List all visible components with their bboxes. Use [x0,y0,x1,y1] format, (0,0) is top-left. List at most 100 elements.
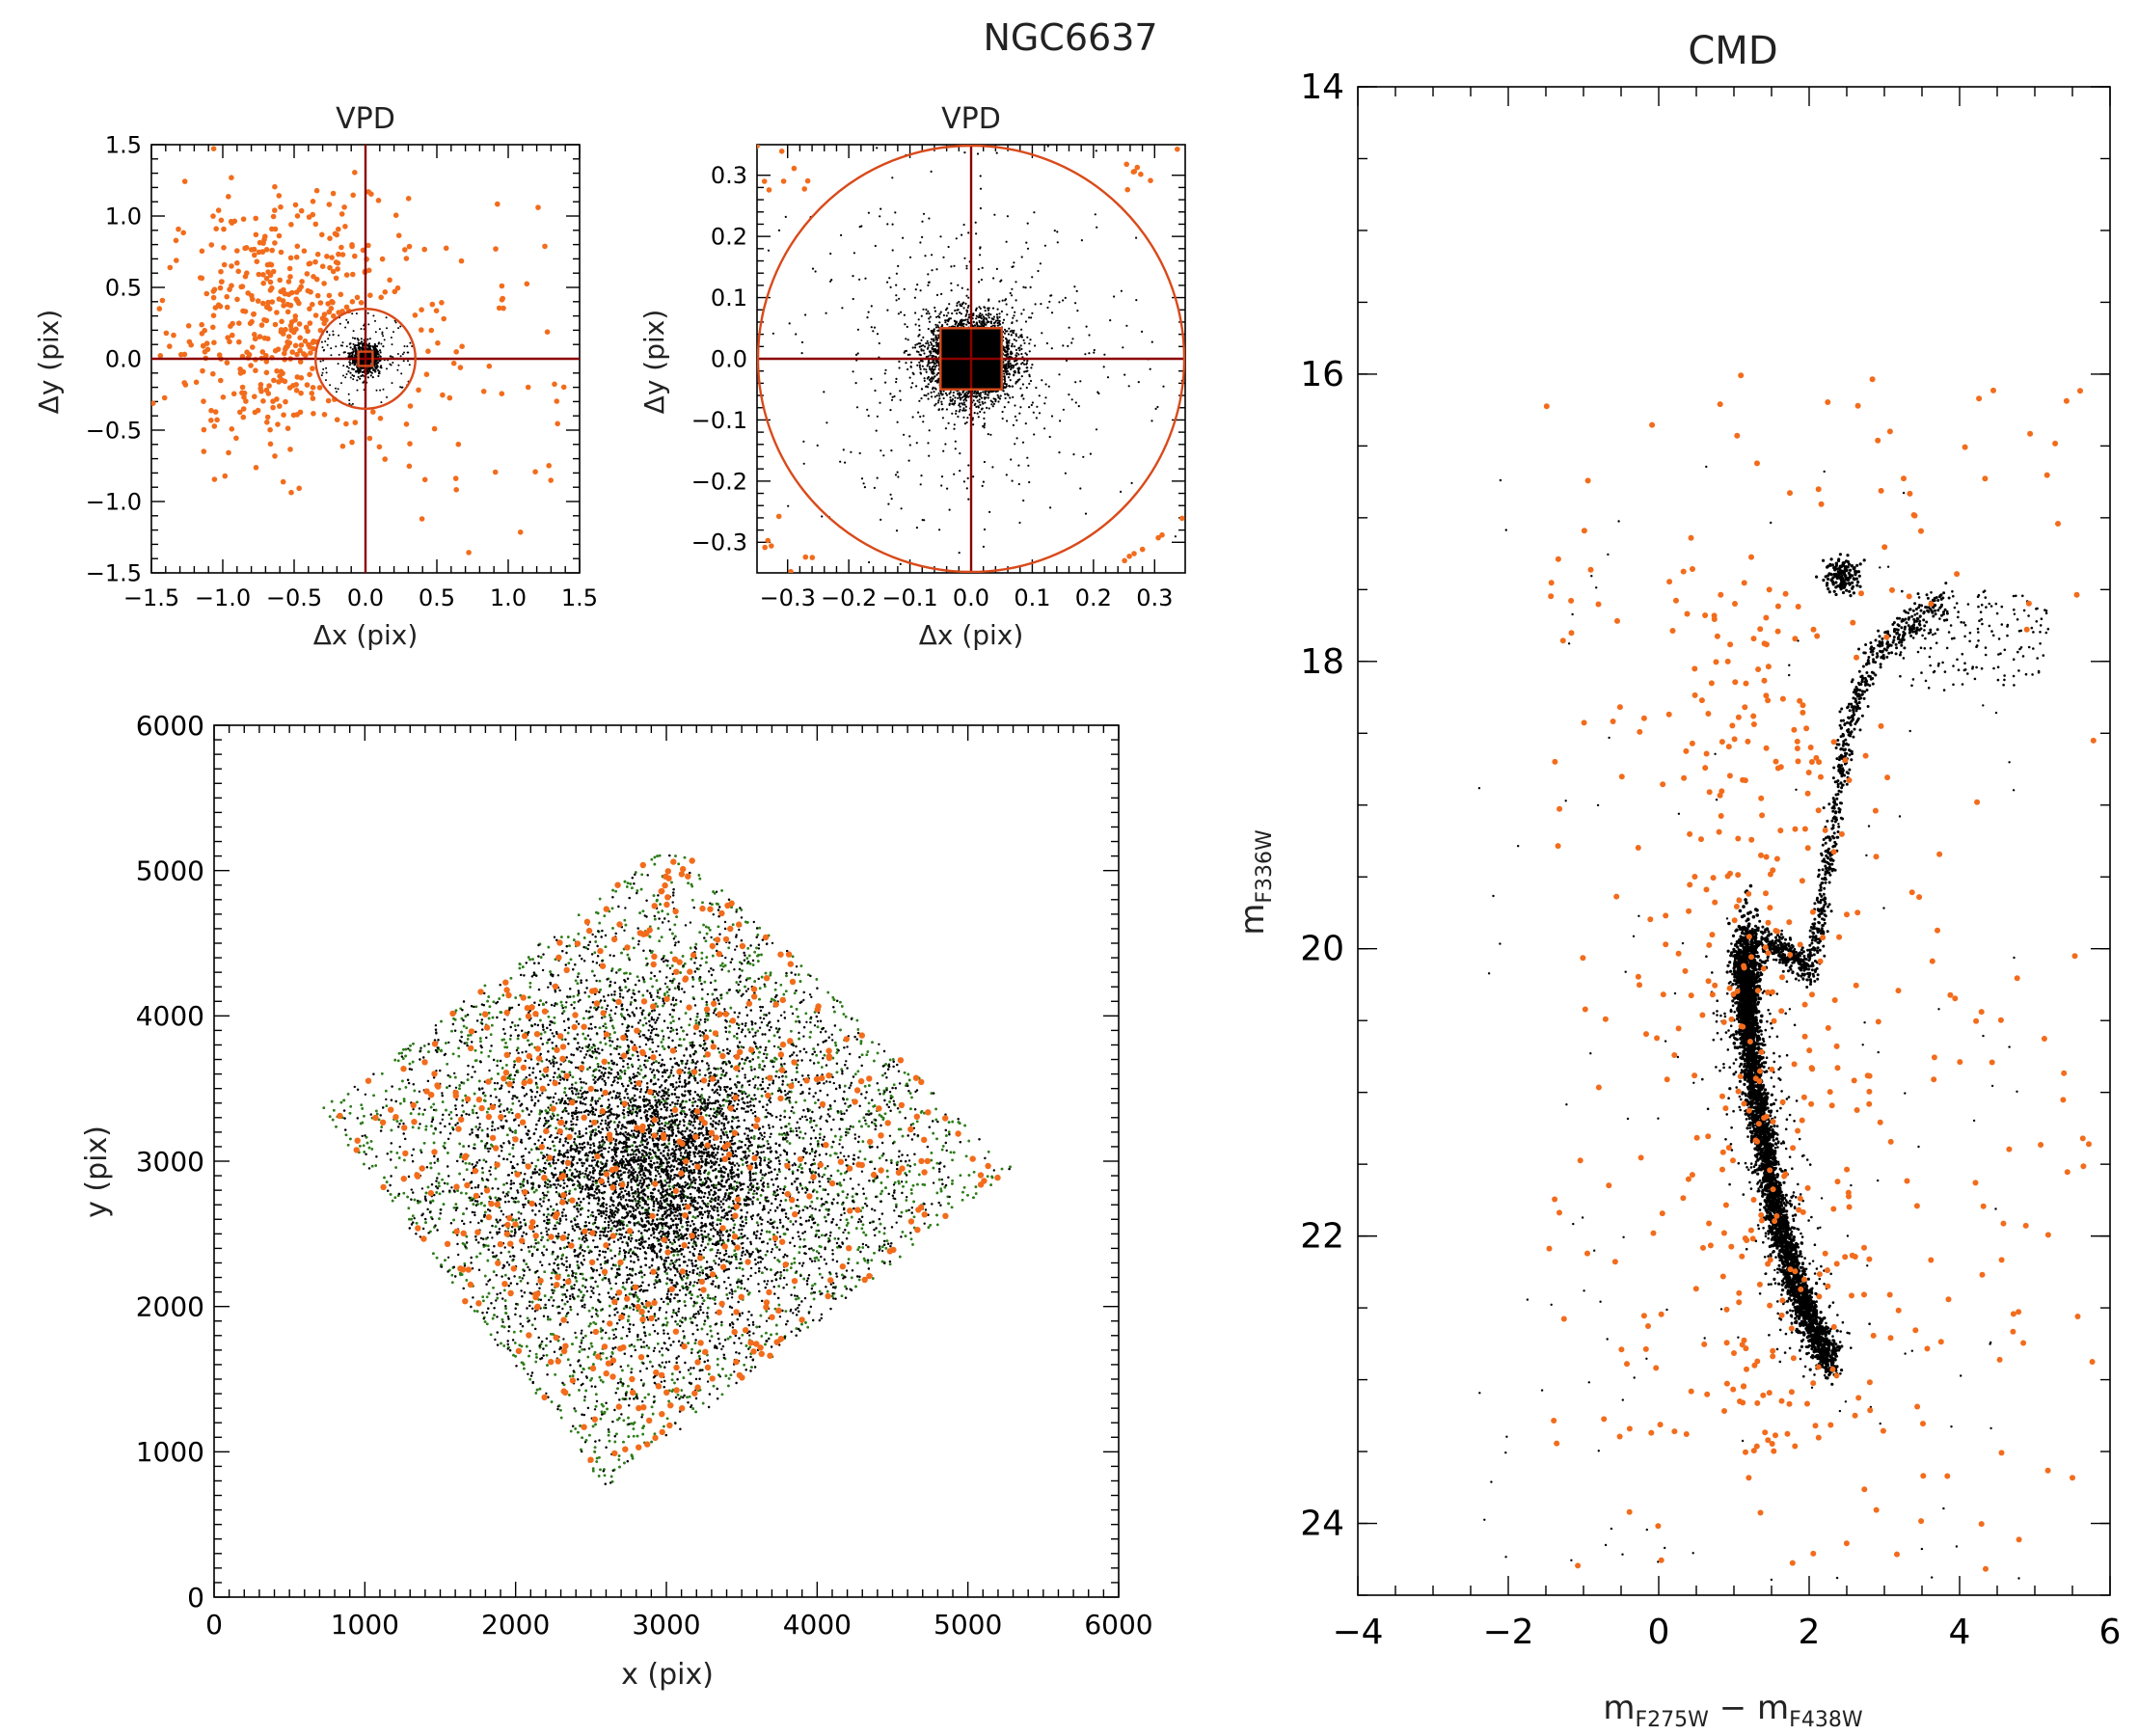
vpd2-member-point [1015,364,1017,366]
vpd1-field-point [452,475,459,481]
vpd2-halo-point [1011,287,1014,290]
vpd2-halo-point [1045,341,1048,345]
vpd1-member-point [356,389,359,392]
vpd2-halo-point [904,323,907,326]
vpd2-halo-point [1072,453,1075,456]
vpd2-halo-point [989,433,992,436]
vpd2-member-point [1010,344,1014,348]
vpd2-halo-point [1024,320,1028,323]
vpd2-member-point [921,360,924,363]
vpd2-ytick-label: −0.2 [691,468,747,495]
vpd2-member-point [927,386,930,389]
vpd2-halo-point [1085,325,1088,328]
vpd2-halo-point [897,264,900,267]
vpd2-halo-point [890,449,893,452]
vpd2-member-point [941,417,945,420]
vpd2-member-point [965,399,968,402]
vpd2-halo-point [930,170,933,173]
vpd1-field-point [311,411,316,417]
vpd2-member-point [899,390,902,393]
vpd2-halo-point [1026,247,1030,250]
vpd1-field-point [368,191,374,197]
vpd1-field-point [499,391,505,397]
vpd1-xlabel: Δx (pix) [313,619,419,651]
vpd1-member-point [380,365,383,367]
vpd2-halo-point [829,280,832,283]
vpd1-member-point [337,388,339,391]
vpd2-member-point [1017,353,1020,356]
vpd1-field-point [240,406,247,412]
vpd2-halo-point [854,353,858,356]
vpd1-field-point [241,394,247,400]
vpd1-member-point [352,350,355,353]
vpd2-member-point [932,347,934,350]
vpd2-member-point [918,324,921,327]
vpd1-member-point [355,348,358,351]
vpd2-member-point [975,317,978,320]
vpd1-field-point [276,232,283,239]
vpd1-member-point [371,376,374,379]
vpd2-halo-point [1043,402,1046,405]
vpd2-member-point [940,408,944,411]
vpd2-halo-point [966,288,969,291]
vpd1-field-point [294,351,300,358]
vpd1-member-point [332,334,335,337]
vpd1-field-point [350,192,357,199]
vpd2-halo-point [899,562,902,566]
vpd2-halo-point [1005,240,1008,243]
vpd2-member-point [967,313,971,316]
vpd1-field-point [352,420,359,425]
vpd1-field-point [251,246,257,253]
vpd2-halo-point [1025,386,1028,390]
vpd2-member-point [981,313,984,316]
vpd1-field-point [376,444,383,450]
vpd1-field-point [267,287,274,293]
vpd1-member-point [359,366,362,369]
vpd2-member-point [979,312,982,315]
vpd2-member-point [897,312,901,315]
vpd1-field-point [297,347,303,354]
vpd2-member-point [981,320,984,323]
vpd2-member-point [975,314,978,317]
vpd1-member-point [326,331,329,334]
vpd1-field-point [269,299,276,305]
vpd1-field-point [252,393,257,400]
vpd2-member-point [961,305,963,308]
vpd1-field-point [341,204,347,210]
vpd1-member-point [374,331,377,334]
vpd1-member-point [374,319,376,322]
vpd1-field-point [221,244,227,251]
vpd2-member-point [1015,352,1018,355]
vpd2-member-point [1013,339,1015,341]
vpd1-field-point [210,312,217,319]
vpd1-member-point [407,360,409,363]
vpd1-member-point [358,348,361,351]
vpd2-member-point [1018,412,1021,415]
vpd1-member-point [382,335,385,338]
vpd2-halo-point [1089,452,1092,455]
vpd1-field-point [230,332,235,339]
vpd1-field-point [548,477,554,483]
vpd2-member-point [992,318,995,321]
vpd1-field-point [301,248,308,255]
vpd1-field-point [365,242,371,249]
vpd2-member-point [983,322,987,325]
vpd1-member-point [386,327,388,330]
vpd1-field-point [233,435,239,442]
vpd2-member-point [989,313,992,316]
vpd1-field-point [260,240,266,246]
vpd1-field-point [217,303,224,310]
vpd2-member-point [905,349,908,352]
vpd2-member-point [927,363,930,366]
vpd2-member-point [927,383,930,386]
vpd2-halo-point [1127,385,1130,388]
vpd2-halo-point [1015,299,1017,302]
vpd1-field-point [224,293,230,300]
vpd1-field-point [335,266,340,272]
vpd2-member-point [1004,380,1007,383]
vpd2-halo-point [777,229,781,231]
vpd1-xtick-label: −1.5 [123,584,179,611]
vpd2-member-point [1011,306,1014,310]
vpd1-field-point [499,283,505,289]
vpd1-member-point [341,341,344,344]
